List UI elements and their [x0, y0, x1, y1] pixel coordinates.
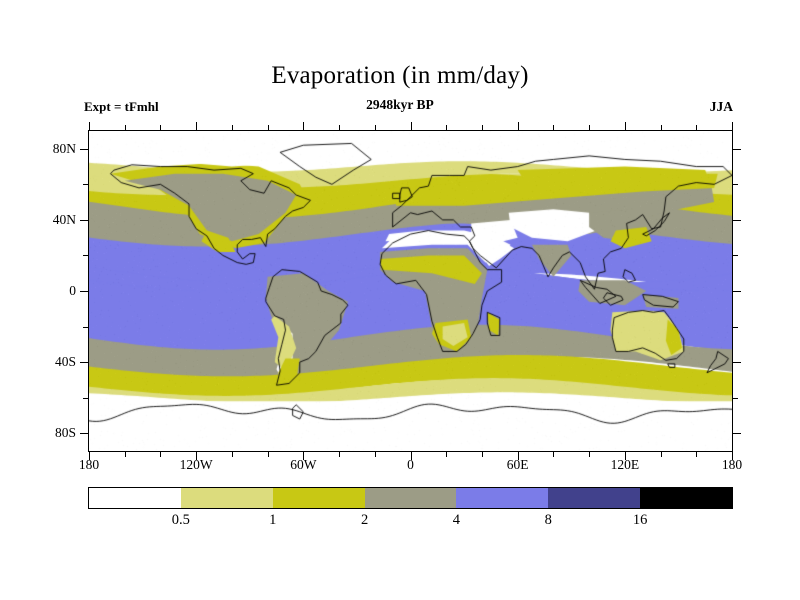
x-tick-top: [696, 125, 697, 130]
y-tick-right: [733, 255, 738, 256]
x-tick-top: [268, 125, 269, 130]
x-tick-top: [375, 125, 376, 130]
x-tick: [125, 452, 126, 457]
x-tick: [589, 452, 590, 457]
colorbar-segment: [548, 488, 640, 508]
x-tick-top: [518, 122, 519, 130]
x-axis-label: 120W: [180, 457, 213, 473]
y-tick: [83, 255, 88, 256]
x-tick-top: [89, 122, 90, 130]
y-tick: [83, 398, 88, 399]
x-tick-top: [732, 122, 733, 130]
x-tick-top: [661, 125, 662, 130]
x-axis-label: 60E: [507, 457, 529, 473]
colorbar-segment: [273, 488, 365, 508]
colorbar-tick-label: 1: [269, 512, 276, 529]
colorbar: [88, 487, 733, 509]
experiment-label: Expt = tFmhl: [84, 99, 159, 115]
season-label: JJA: [710, 99, 733, 115]
x-tick: [375, 452, 376, 457]
colorbar-tick-label: 8: [545, 512, 552, 529]
y-tick-right: [733, 433, 741, 434]
y-tick-right: [733, 220, 741, 221]
y-tick: [83, 184, 88, 185]
x-tick-top: [232, 125, 233, 130]
y-tick-right: [733, 362, 741, 363]
x-tick-top: [125, 125, 126, 130]
y-tick: [80, 291, 88, 292]
x-tick: [553, 452, 554, 457]
map-plot-area: [88, 130, 733, 452]
x-axis-label: 180: [722, 457, 742, 473]
colorbar-segment: [89, 488, 181, 508]
x-tick: [696, 452, 697, 457]
colorbar-tick-label: 16: [633, 512, 648, 529]
x-tick-top: [589, 125, 590, 130]
colorbar-tick-label: 4: [453, 512, 460, 529]
y-tick: [83, 327, 88, 328]
y-axis-label: 0: [69, 283, 76, 299]
colorbar-segment: [365, 488, 457, 508]
x-axis-label: 60W: [290, 457, 316, 473]
x-tick-top: [411, 122, 412, 130]
x-tick: [232, 452, 233, 457]
y-tick: [80, 220, 88, 221]
x-tick-top: [482, 125, 483, 130]
y-tick-right: [733, 291, 741, 292]
y-tick-right: [733, 398, 738, 399]
x-tick-top: [625, 122, 626, 130]
x-tick: [482, 452, 483, 457]
colorbar-segment: [456, 488, 548, 508]
x-axis-label: 0: [407, 457, 414, 473]
evaporation-map-canvas: [89, 131, 732, 451]
y-axis-label: 80S: [55, 425, 76, 441]
x-tick-top: [553, 125, 554, 130]
y-axis-label: 40N: [53, 212, 76, 228]
y-axis-label: 40S: [55, 354, 76, 370]
x-tick: [339, 452, 340, 457]
colorbar-segment: [640, 488, 732, 508]
y-tick: [80, 362, 88, 363]
x-tick: [661, 452, 662, 457]
x-tick-top: [303, 122, 304, 130]
x-tick: [446, 452, 447, 457]
y-tick: [80, 149, 88, 150]
y-tick-right: [733, 184, 738, 185]
x-axis-label: 180: [79, 457, 99, 473]
colorbar-tick-label: 0.5: [172, 512, 190, 529]
y-tick-right: [733, 327, 738, 328]
y-tick: [80, 433, 88, 434]
y-tick-right: [733, 149, 741, 150]
x-tick-top: [160, 125, 161, 130]
x-tick: [268, 452, 269, 457]
x-tick-top: [196, 122, 197, 130]
x-tick: [160, 452, 161, 457]
y-axis-label: 80N: [53, 141, 76, 157]
x-axis-label: 120E: [611, 457, 640, 473]
x-tick-top: [446, 125, 447, 130]
colorbar-segment: [181, 488, 273, 508]
page-title: Evaporation (in mm/day): [0, 62, 800, 90]
colorbar-tick-label: 2: [361, 512, 368, 529]
x-tick-top: [339, 125, 340, 130]
climate-map-figure: Evaporation (in mm/day) 2948kyr BP Expt …: [0, 0, 800, 600]
